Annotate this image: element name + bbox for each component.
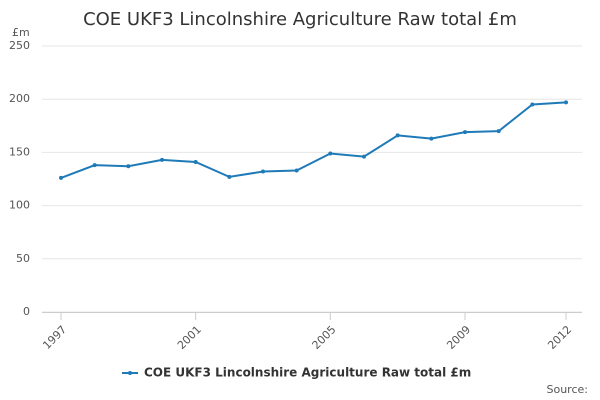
data-point <box>261 169 265 174</box>
data-point <box>362 154 366 159</box>
data-point <box>294 168 299 173</box>
data-point <box>160 157 164 162</box>
x-tick-label: 2005 <box>310 323 339 352</box>
chart-title: COE UKF3 Lincolnshire Agriculture Raw to… <box>83 9 517 30</box>
legend-marker <box>128 371 132 375</box>
y-tick-label: 200 <box>9 92 30 105</box>
data-point <box>463 130 467 135</box>
data-point <box>429 136 434 141</box>
data-point <box>496 129 501 134</box>
source: Source: <box>547 383 589 396</box>
y-tick-label: 0 <box>23 305 30 318</box>
data-point <box>92 163 97 168</box>
data-point <box>328 151 333 156</box>
data-point <box>564 100 568 105</box>
y-tick-label: 150 <box>9 145 30 158</box>
y-tick-label: 50 <box>16 252 30 265</box>
y-axis-label: £m <box>12 26 30 39</box>
data-point <box>530 102 535 107</box>
x-tick-label: 2001 <box>175 323 204 352</box>
data-point <box>193 159 198 164</box>
y-tick-label: 250 <box>9 39 30 52</box>
y-tick-label: 100 <box>9 199 30 212</box>
x-tick-label: 2012 <box>545 323 574 352</box>
data-point <box>227 174 232 179</box>
data-point <box>59 175 63 180</box>
data-line <box>60 101 567 179</box>
legend-label: COE UKF3 Lincolnshire Agriculture Raw to… <box>144 366 471 380</box>
x-tick-label: 1997 <box>40 323 69 352</box>
data-point <box>126 164 131 169</box>
data-point <box>395 133 400 138</box>
x-tick-label: 2009 <box>444 323 473 352</box>
